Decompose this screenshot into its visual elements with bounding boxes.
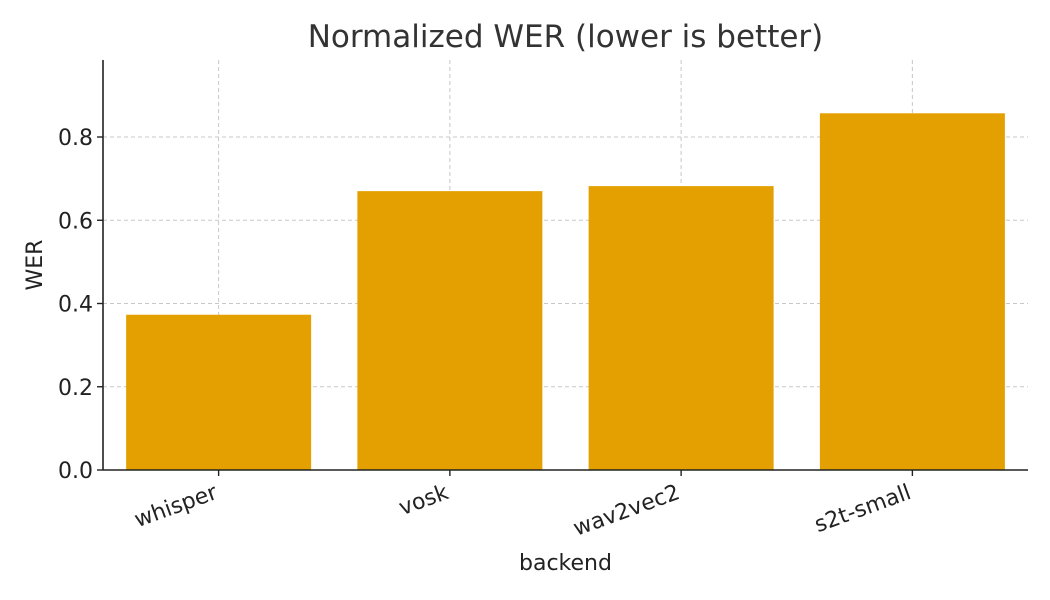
y-tick-label: 0.8 bbox=[58, 126, 93, 151]
x-axis-label: backend bbox=[519, 551, 612, 576]
y-tick-label: 0.4 bbox=[58, 293, 93, 318]
chart-title: Normalized WER (lower is better) bbox=[308, 19, 824, 55]
bar-vosk bbox=[357, 191, 543, 470]
bar-s2t-small bbox=[819, 113, 1005, 471]
x-tick-label: s2t-small bbox=[811, 480, 914, 538]
x-tick-label: whisper bbox=[131, 480, 221, 533]
y-tick-label: 0.6 bbox=[58, 209, 93, 234]
x-tick-label: wav2vec2 bbox=[570, 480, 683, 542]
y-axis-label: WER bbox=[23, 240, 48, 291]
x-tick-label: vosk bbox=[396, 480, 452, 521]
bar-wav2vec2 bbox=[588, 186, 774, 470]
bar-whisper bbox=[126, 314, 312, 470]
y-tick-label: 0.0 bbox=[58, 459, 93, 484]
bars bbox=[126, 113, 1005, 471]
axes bbox=[102, 60, 1028, 471]
y-tick-label: 0.2 bbox=[58, 376, 93, 401]
